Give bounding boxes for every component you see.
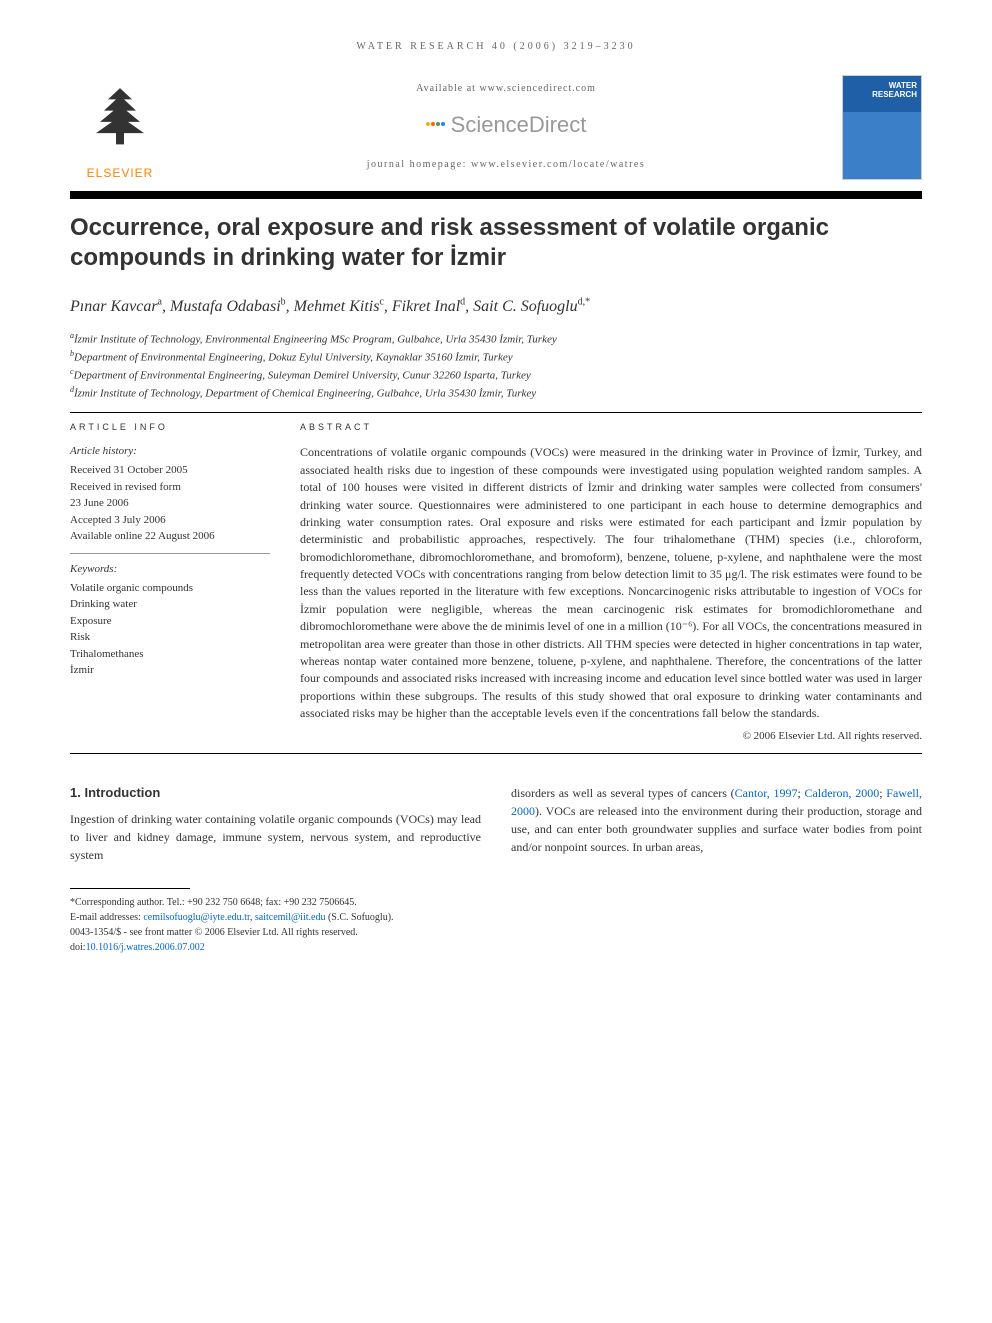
header-bar: ELSEVIER Available at www.sciencedirect.… (70, 73, 922, 183)
body-text-left: Ingestion of drinking water containing v… (70, 810, 481, 864)
history-line: Received 31 October 2005 (70, 462, 270, 479)
available-at-text: Available at www.sciencedirect.com (170, 82, 842, 97)
history-line: Received in revised form (70, 479, 270, 496)
affiliation-line: dİzmir Institute of Technology, Departme… (70, 384, 922, 402)
center-header: Available at www.sciencedirect.com Scien… (170, 82, 842, 173)
thin-rule-bottom (70, 753, 922, 754)
article-title: Occurrence, oral exposure and risk asses… (70, 213, 922, 273)
keyword-line: Volatile organic compounds (70, 580, 270, 597)
history-line: 23 June 2006 (70, 495, 270, 512)
body-column-right: disorders as well as several types of ca… (511, 784, 922, 865)
section-1-heading: 1. Introduction (70, 784, 481, 803)
email-2[interactable]: saitcemil@iit.edu (255, 912, 326, 923)
email-line: E-mail addresses: cemilsofuoglu@iyte.edu… (70, 910, 922, 925)
keyword-line: Risk (70, 629, 270, 646)
thick-rule (70, 191, 922, 199)
citation-cantor-1997[interactable]: Cantor, 1997 (735, 786, 798, 800)
cite-sep-1: ; (798, 786, 805, 800)
keywords-title: Keywords: (70, 562, 270, 578)
copyright-text: © 2006 Elsevier Ltd. All rights reserved… (300, 729, 922, 745)
doi-line: doi:10.1016/j.watres.2006.07.002 (70, 940, 922, 955)
article-info-heading: ARTICLE INFO (70, 421, 270, 434)
doi-label: doi: (70, 942, 86, 953)
doi-link[interactable]: 10.1016/j.watres.2006.07.002 (86, 942, 205, 953)
footer-rule (70, 888, 190, 889)
journal-cover-title: WATER RESEARCH (843, 82, 917, 100)
elsevier-logo[interactable]: ELSEVIER (70, 73, 170, 183)
history-line: Available online 22 August 2006 (70, 528, 270, 545)
corresponding-author: *Corresponding author. Tel.: +90 232 750… (70, 895, 922, 910)
citation-calderon-2000[interactable]: Calderon, 2000 (805, 786, 880, 800)
email-label: E-mail addresses: (70, 912, 143, 923)
body-text-right: disorders as well as several types of ca… (511, 784, 922, 856)
journal-header: WATER RESEARCH 40 (2006) 3219–3230 (70, 40, 922, 55)
journal-cover-thumbnail[interactable]: WATER RESEARCH (842, 75, 922, 180)
footer: *Corresponding author. Tel.: +90 232 750… (70, 895, 922, 955)
elsevier-label: ELSEVIER (87, 165, 154, 182)
email-author: (S.C. Sofuoglu). (325, 912, 393, 923)
keyword-line: Drinking water (70, 596, 270, 613)
abstract-heading: ABSTRACT (300, 421, 922, 434)
front-matter: 0043-1354/$ - see front matter © 2006 El… (70, 925, 922, 940)
elsevier-tree-icon (80, 88, 160, 163)
history-title: Article history: (70, 444, 270, 460)
info-divider (70, 553, 270, 554)
body-columns: 1. Introduction Ingestion of drinking wa… (70, 784, 922, 865)
body-text-post: ). VOCs are released into the environmen… (511, 804, 922, 854)
abstract-text: Concentrations of volatile organic compo… (300, 444, 922, 722)
keyword-line: İzmir (70, 662, 270, 679)
authors-list: Pınar Kavcara, Mustafa Odabasib, Mehmet … (70, 295, 922, 318)
abstract-column: ABSTRACT Concentrations of volatile orga… (300, 421, 922, 744)
email-1[interactable]: cemilsofuoglu@iyte.edu.tr (143, 912, 250, 923)
affiliations-list: aİzmir Institute of Technology, Environm… (70, 330, 922, 403)
sciencedirect-logo[interactable]: ScienceDirect (170, 109, 842, 141)
thin-rule-top (70, 412, 922, 413)
affiliation-line: bDepartment of Environmental Engineering… (70, 348, 922, 366)
affiliation-line: cDepartment of Environmental Engineering… (70, 366, 922, 384)
sciencedirect-text: ScienceDirect (451, 109, 587, 141)
sciencedirect-star-icon (426, 122, 445, 126)
body-text-pre: disorders as well as several types of ca… (511, 786, 735, 800)
keyword-line: Trihalomethanes (70, 646, 270, 663)
body-column-left: 1. Introduction Ingestion of drinking wa… (70, 784, 481, 865)
history-line: Accepted 3 July 2006 (70, 512, 270, 529)
affiliation-line: aİzmir Institute of Technology, Environm… (70, 330, 922, 348)
keyword-line: Exposure (70, 613, 270, 630)
article-info-column: ARTICLE INFO Article history: Received 3… (70, 421, 270, 744)
info-abstract-row: ARTICLE INFO Article history: Received 3… (70, 421, 922, 744)
journal-homepage[interactable]: journal homepage: www.elsevier.com/locat… (170, 158, 842, 173)
